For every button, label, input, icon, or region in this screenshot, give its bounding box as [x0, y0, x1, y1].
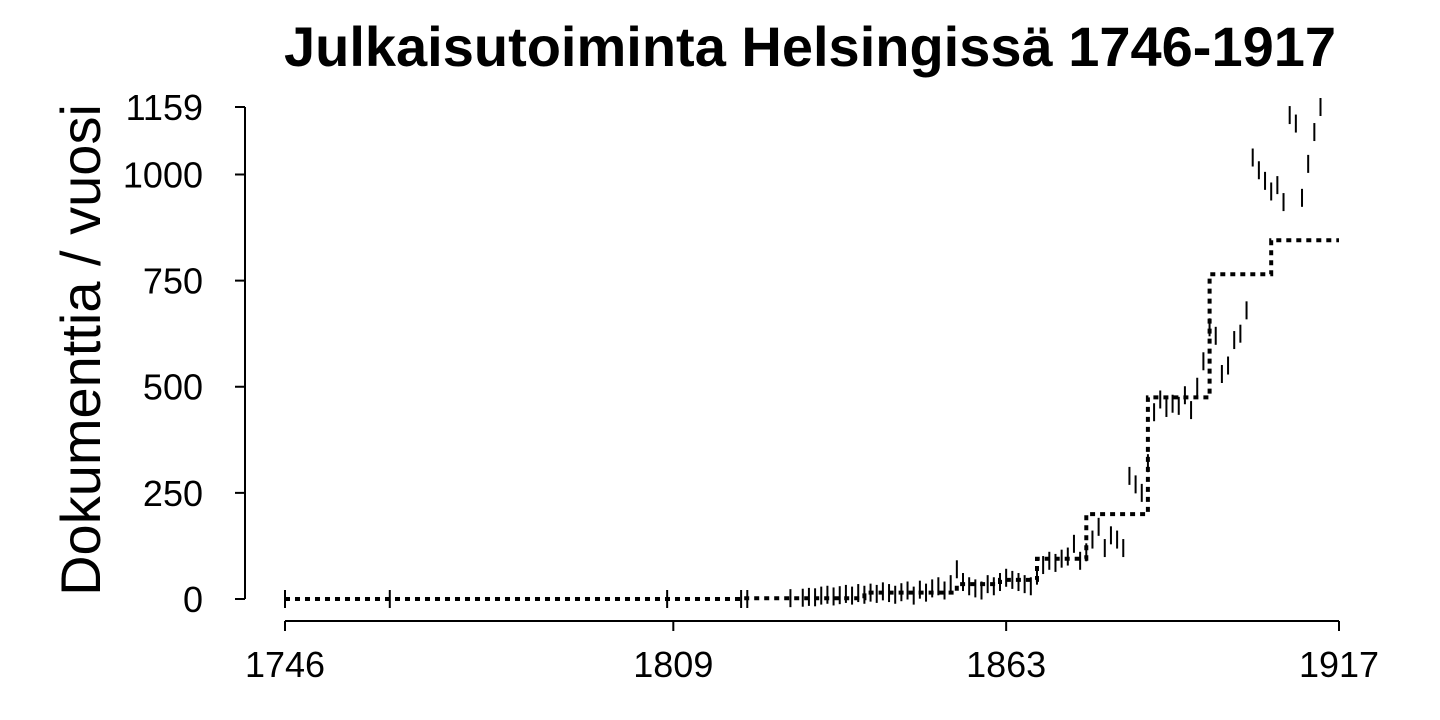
average-line-layer [285, 238, 1339, 601]
x-tick-label: 1917 [1299, 644, 1379, 685]
x-tick-label: 1863 [966, 644, 1046, 685]
y-ticks: 0 250 500 750 1000 1159 [123, 87, 245, 620]
x-tick-label: 1746 [245, 644, 325, 685]
x-tick-label: 1809 [633, 644, 713, 685]
y-tick-label: 1159 [126, 87, 203, 128]
data-marks [284, 98, 1322, 608]
x-ticks: 1746 1809 1863 1917 [245, 621, 1379, 685]
average-step-line [285, 238, 1339, 601]
chart-title: Julkaisutoiminta Helsingissä 1746-1917 [284, 15, 1336, 78]
y-tick-label: 0 [183, 579, 203, 620]
y-axis-label: Dokumenttia / vuosi [49, 104, 112, 596]
y-tick-label: 250 [143, 473, 203, 514]
y-tick-label: 750 [143, 261, 203, 302]
y-tick-label: 1000 [123, 154, 203, 195]
y-tick-label: 500 [143, 367, 203, 408]
